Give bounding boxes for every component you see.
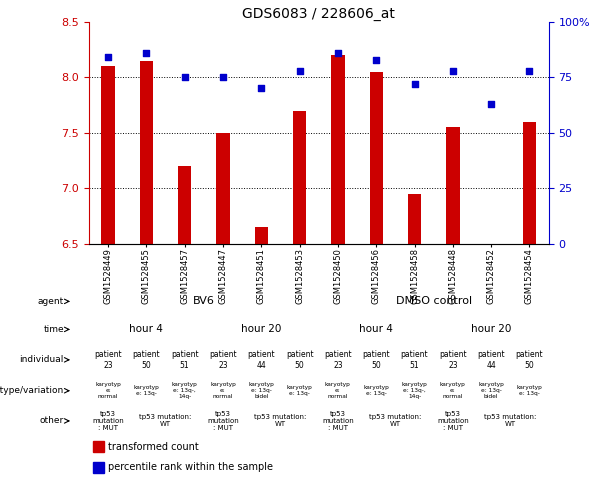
Text: time: time	[44, 325, 64, 334]
Point	[218, 73, 228, 81]
Text: patient
50: patient 50	[286, 350, 313, 369]
Text: patient
51: patient 51	[401, 350, 428, 369]
Bar	[331, 55, 345, 244]
Text: karyotyp
e: 13q-: karyotyp e: 13q-	[134, 385, 159, 396]
Point	[448, 67, 458, 74]
Text: patient
23: patient 23	[94, 350, 122, 369]
Text: karyotyp
e: 13q-
bidel: karyotyp e: 13q- bidel	[478, 383, 504, 399]
Bar	[408, 194, 421, 244]
Text: tp53
mutation
: MUT: tp53 mutation : MUT	[322, 411, 354, 431]
Text: karyotyp
e: 13q-
bidel: karyotyp e: 13q- bidel	[248, 383, 274, 399]
Bar	[101, 66, 115, 244]
Bar	[293, 111, 306, 244]
Bar	[370, 71, 383, 244]
Text: karyotyp
e:
normal: karyotyp e: normal	[325, 383, 351, 399]
Point	[256, 85, 266, 92]
Text: DMSO control: DMSO control	[395, 297, 472, 306]
Text: tp53
mutation
: MUT: tp53 mutation : MUT	[207, 411, 239, 431]
Text: patient
44: patient 44	[248, 350, 275, 369]
Text: patient
50: patient 50	[516, 350, 543, 369]
Text: karyotyp
e:
normal: karyotyp e: normal	[440, 383, 466, 399]
Text: other: other	[40, 416, 64, 426]
Point	[371, 56, 381, 63]
Bar	[254, 227, 268, 244]
Text: patient
23: patient 23	[439, 350, 466, 369]
Text: BV6: BV6	[193, 297, 215, 306]
Text: patient
23: patient 23	[324, 350, 352, 369]
Text: karyotyp
e:
normal: karyotyp e: normal	[210, 383, 236, 399]
Point	[525, 67, 535, 74]
Text: genotype/variation: genotype/variation	[0, 386, 64, 395]
Point	[486, 100, 496, 108]
Point	[103, 54, 113, 61]
Text: hour 4: hour 4	[359, 325, 393, 334]
Text: patient
23: patient 23	[209, 350, 237, 369]
Text: karyotyp
e: 13q-,
14q-: karyotyp e: 13q-, 14q-	[172, 383, 197, 399]
Bar	[446, 127, 460, 244]
Bar	[140, 60, 153, 244]
Bar	[93, 441, 104, 453]
Text: hour 4: hour 4	[129, 325, 163, 334]
Text: karyotyp
e: 13q-: karyotyp e: 13q-	[287, 385, 313, 396]
Text: individual: individual	[20, 355, 64, 364]
Text: tp53
mutation
: MUT: tp53 mutation : MUT	[92, 411, 124, 431]
Text: patient
44: patient 44	[478, 350, 505, 369]
Point	[142, 49, 151, 57]
Bar	[216, 133, 230, 244]
Text: hour 20: hour 20	[471, 325, 511, 334]
Point	[295, 67, 305, 74]
Text: patient
51: patient 51	[171, 350, 199, 369]
Text: karyotyp
e: 13q-: karyotyp e: 13q-	[364, 385, 389, 396]
Text: karyotyp
e:
normal: karyotyp e: normal	[95, 383, 121, 399]
Text: karyotyp
e: 13q-: karyotyp e: 13q-	[517, 385, 543, 396]
Text: tp53 mutation:
WT: tp53 mutation: WT	[369, 414, 422, 427]
Text: patient
50: patient 50	[132, 350, 160, 369]
Text: tp53
mutation
: MUT: tp53 mutation : MUT	[437, 411, 469, 431]
Text: hour 20: hour 20	[241, 325, 281, 334]
Point	[180, 73, 189, 81]
Text: tp53 mutation:
WT: tp53 mutation: WT	[484, 414, 536, 427]
Point	[333, 49, 343, 57]
Text: tp53 mutation:
WT: tp53 mutation: WT	[139, 414, 192, 427]
Text: agent: agent	[38, 297, 64, 306]
Text: patient
50: patient 50	[362, 350, 390, 369]
Text: tp53 mutation:
WT: tp53 mutation: WT	[254, 414, 306, 427]
Bar	[93, 462, 104, 473]
Text: percentile rank within the sample: percentile rank within the sample	[108, 462, 273, 472]
Title: GDS6083 / 228606_at: GDS6083 / 228606_at	[242, 7, 395, 21]
Text: transformed count: transformed count	[108, 441, 199, 452]
Bar	[178, 166, 191, 244]
Point	[409, 80, 419, 88]
Bar	[523, 122, 536, 244]
Text: karyotyp
e: 13q-,
14q-: karyotyp e: 13q-, 14q-	[402, 383, 427, 399]
